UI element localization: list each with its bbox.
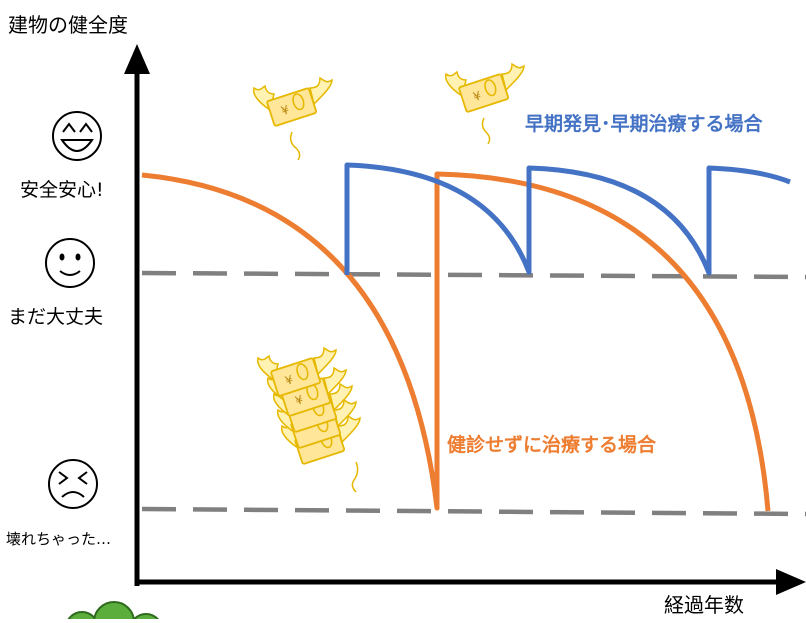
flying-money-stack-icon: ¥ ¥ (256, 347, 361, 493)
money-trail (481, 117, 491, 145)
flying-money-icon: ¥ (252, 77, 333, 128)
late-treatment-curve (141, 171, 771, 512)
svg-text:¥: ¥ (293, 392, 305, 408)
laughing-face-icon (52, 111, 102, 161)
green-mascot-icon (65, 601, 162, 623)
level-label-ok: まだ大丈夫 (8, 306, 103, 328)
level-label-broken: 壊れちゃった… (6, 530, 111, 548)
svg-text:¥: ¥ (471, 88, 483, 104)
threshold-line-broken (141, 506, 806, 517)
x-axis-arrowhead (776, 569, 806, 595)
threshold-line-ok (141, 270, 806, 280)
distressed-face-icon (48, 459, 98, 509)
x-axis-label: 経過年数 (664, 593, 744, 617)
money-trail (289, 131, 301, 161)
y-axis-arrowhead (124, 44, 150, 74)
late-treatment-label: 健診せずに治療する場合 (447, 433, 657, 456)
early-treatment-curve (344, 162, 791, 276)
level-label-safe: 安全安心! (20, 179, 104, 201)
y-axis-label: 建物の健全度 (8, 13, 128, 37)
smiling-face-icon (45, 238, 95, 288)
flying-money-icon: ¥ (444, 63, 525, 114)
svg-text:¥: ¥ (283, 372, 295, 388)
svg-text:¥: ¥ (279, 102, 291, 118)
early-treatment-label: 早期発見･早期治療する場合 (525, 112, 764, 135)
